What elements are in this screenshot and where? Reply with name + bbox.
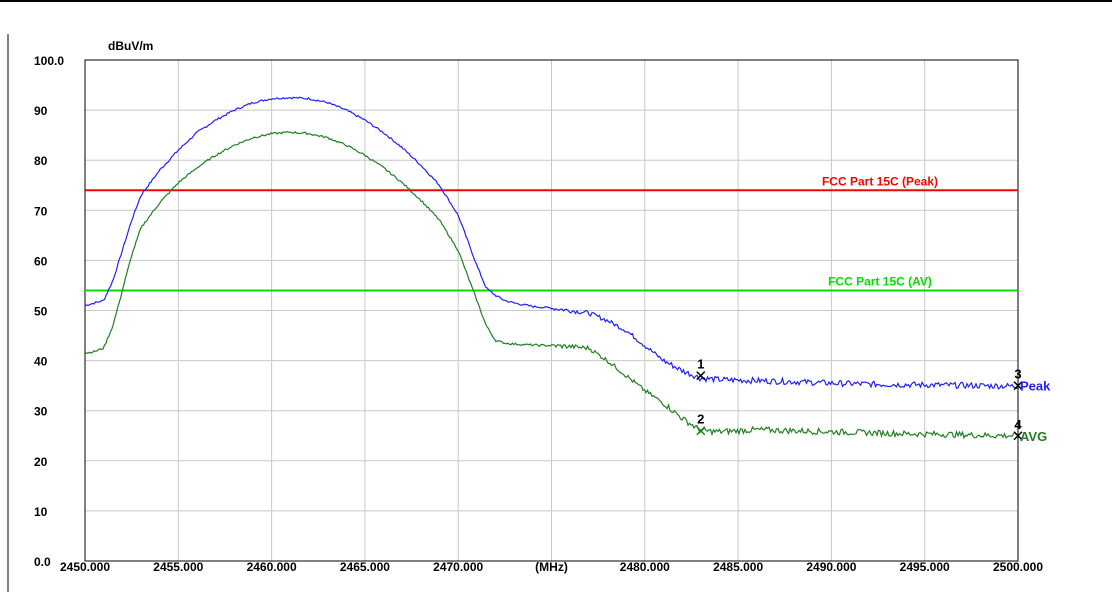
marker-x [1013, 431, 1023, 441]
markers: 1 2 3 4 Peak AVG [696, 357, 1051, 444]
y-tick-label: 90 [34, 104, 48, 118]
plot-area [84, 59, 1019, 562]
marker-x [696, 371, 706, 381]
y-tick-label: 80 [34, 154, 48, 168]
x-tick-label: 2495.000 [900, 560, 950, 574]
y-tick-label: 50 [34, 305, 48, 319]
marker-x [1013, 381, 1023, 391]
marker-number: 3 [1014, 367, 1021, 382]
x-tick-label: 2465.000 [340, 560, 390, 574]
x-tick-label: 2470.000 [433, 560, 483, 574]
x-tick-label: 2500.000 [993, 560, 1043, 574]
limit-lines: FCC Part 15C (Peak) FCC Part 15C (AV) [85, 174, 1018, 292]
traces [84, 96, 1019, 440]
y-axis-label: dBuV/m [108, 39, 153, 53]
trace-peak [84, 96, 1018, 390]
marker-number: 2 [697, 412, 704, 427]
chart-grid [84, 59, 1019, 562]
x-tick-labels: 2450.000 2455.000 2460.000 2465.000 2470.000… [60, 560, 1043, 574]
x-tick-label: 2480.000 [620, 560, 670, 574]
limit-label: FCC Part 15C (Peak) [822, 174, 938, 188]
x-tick-label: 2450.000 [60, 560, 110, 574]
y-tick-label: 30 [34, 405, 48, 419]
y-tick-label: 70 [34, 204, 48, 218]
trace-label: AVG [1020, 429, 1047, 444]
limit-label: FCC Part 15C (AV) [828, 274, 932, 288]
trace-avg [84, 130, 1019, 440]
marker-number: 4 [1014, 417, 1022, 432]
y-tick-label: 40 [34, 355, 48, 369]
x-tick-label: 2460.000 [247, 560, 297, 574]
y-tick-label: 60 [34, 254, 48, 268]
marker-number: 1 [697, 357, 704, 372]
y-tick-label: 10 [34, 505, 48, 519]
y-tick-label: 20 [34, 455, 48, 469]
x-tick-label: 2490.000 [806, 560, 856, 574]
y-tick-label: 0.0 [34, 555, 51, 569]
x-tick-label: 2455.000 [153, 560, 203, 574]
x-tick-label: (MHz) [535, 560, 568, 574]
marker-x [696, 426, 706, 436]
trace-label: Peak [1020, 379, 1051, 394]
y-tick-label: 100.0 [34, 54, 64, 68]
x-tick-label: 2485.000 [713, 560, 763, 574]
